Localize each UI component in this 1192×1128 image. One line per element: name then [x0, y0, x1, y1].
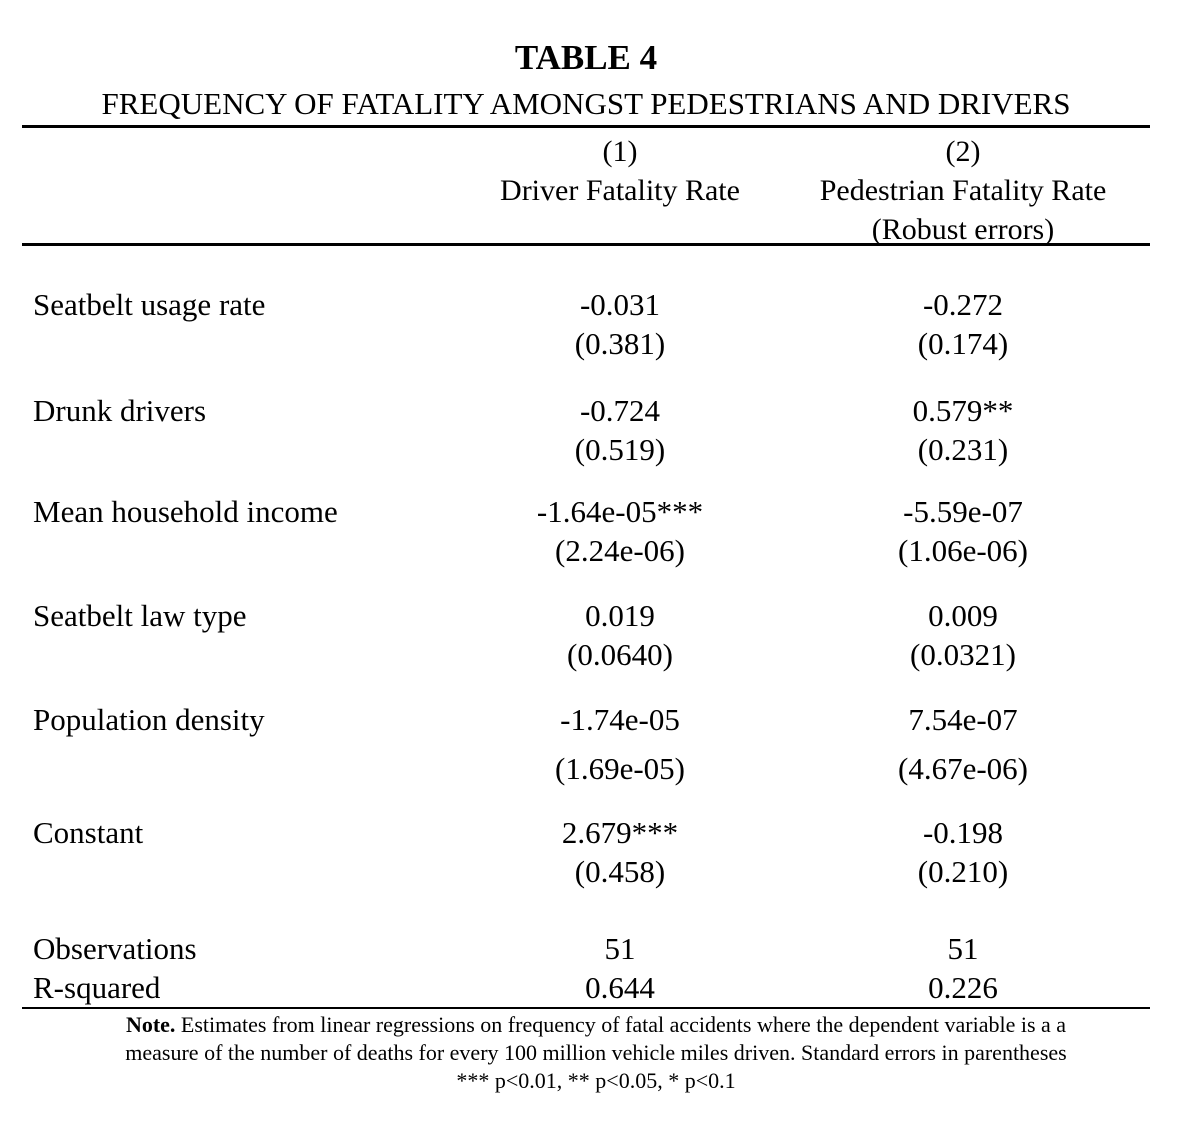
row-label: Seatbelt law type	[33, 598, 247, 633]
standard-error: (0.519)	[574, 432, 666, 467]
standard-error: (2.24e-06)	[555, 533, 685, 568]
note-line: Note. Estimates from linear regressions …	[40, 1011, 1152, 1039]
coefficient: 0.579**	[912, 393, 1014, 428]
row-label: Mean household income	[33, 494, 338, 529]
coefficient: -0.724	[579, 393, 661, 428]
coefficient: 7.54e-07	[908, 702, 1018, 737]
standard-error: (0.174)	[917, 326, 1009, 361]
table-title: TABLE 4	[514, 38, 658, 77]
coefficient: 0.009	[928, 598, 998, 633]
coefficient: 2.679***	[561, 815, 679, 850]
note-line: measure of the number of deaths for ever…	[125, 1040, 1067, 1065]
stat-value: 51	[604, 931, 636, 966]
note-text: Estimates from linear regressions on fre…	[180, 1012, 1067, 1037]
standard-error: (0.231)	[917, 432, 1009, 467]
standard-error: (4.67e-06)	[898, 751, 1028, 786]
significance-legend: *** p<0.01, ** p<0.05, * p<0.1	[456, 1068, 736, 1093]
column-number: (2)	[945, 135, 981, 168]
stat-value: 0.226	[928, 970, 998, 1005]
standard-error: (0.381)	[574, 326, 666, 361]
coefficient: -1.64e-05***	[536, 494, 704, 529]
standard-error: (1.06e-06)	[898, 533, 1028, 568]
column-note: (Robust errors)	[871, 213, 1055, 246]
coefficient: -0.198	[922, 815, 1004, 850]
coefficient: -1.74e-05	[560, 702, 680, 737]
standard-error: (0.210)	[917, 854, 1009, 889]
row-label: Population density	[33, 702, 265, 737]
row-label: R-squared	[33, 970, 161, 1005]
table-subtitle: FREQUENCY OF FATALITY AMONGST PEDESTRIAN…	[101, 86, 1071, 121]
coefficient: -0.031	[579, 287, 661, 322]
standard-error: (0.0321)	[910, 637, 1016, 672]
coefficient: 0.019	[585, 598, 655, 633]
column-header-2: (2) Pedestrian Fatality Rate (Robust err…	[790, 132, 1136, 249]
header-rule	[22, 243, 1150, 246]
row-label: Constant	[33, 815, 144, 850]
row-label: Seatbelt usage rate	[33, 287, 266, 322]
column-number: (1)	[602, 135, 638, 168]
standard-error: (0.458)	[574, 854, 666, 889]
row-label: Observations	[33, 931, 197, 966]
table-note: Note. Estimates from linear regressions …	[40, 1011, 1152, 1095]
column-header-1: (1) Driver Fatality Rate	[470, 132, 770, 210]
row-label: Drunk drivers	[33, 393, 207, 428]
stat-value: 0.644	[585, 970, 655, 1005]
bottom-rule	[22, 1007, 1150, 1009]
note-lead: Note.	[125, 1012, 176, 1037]
coefficient: -0.272	[922, 287, 1004, 322]
column-name: Driver Fatality Rate	[500, 174, 740, 207]
coefficient: -5.59e-07	[903, 494, 1023, 529]
top-rule	[22, 125, 1150, 128]
stat-value: 51	[947, 931, 979, 966]
column-name: Pedestrian Fatality Rate	[819, 174, 1107, 207]
standard-error: (1.69e-05)	[555, 751, 685, 786]
standard-error: (0.0640)	[567, 637, 673, 672]
